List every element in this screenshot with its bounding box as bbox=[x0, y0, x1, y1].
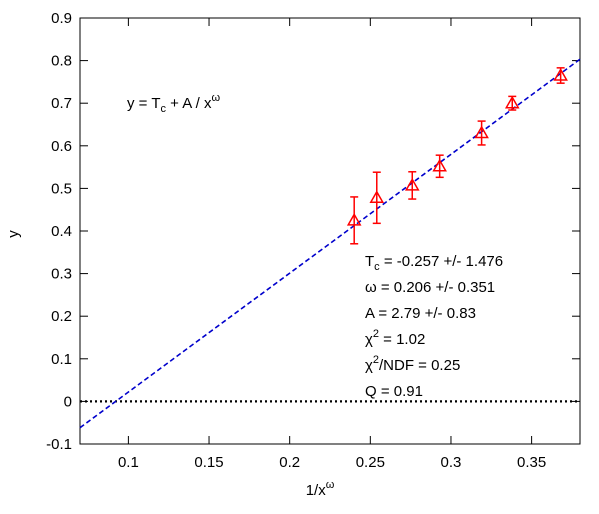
data-points bbox=[346, 67, 568, 245]
triangle-marker bbox=[504, 95, 520, 109]
fit-chi2-ndf: χ2/NDF = 0.25 bbox=[365, 354, 460, 374]
y-tick-label: 0.5 bbox=[51, 180, 72, 197]
y-tick-label: 0.4 bbox=[51, 223, 72, 240]
x-tick-label: 0.3 bbox=[441, 454, 462, 471]
x-tick-label: 0.2 bbox=[279, 454, 300, 471]
y-tick-label: -0.1 bbox=[46, 436, 72, 453]
x-tick-label: 0.25 bbox=[356, 454, 385, 471]
triangle-marker bbox=[432, 158, 447, 172]
y-tick-label: 0.2 bbox=[51, 308, 72, 325]
data-point bbox=[553, 67, 568, 84]
y-axis-label: y bbox=[5, 230, 22, 238]
data-point bbox=[474, 120, 489, 146]
y-tick-label: 0 bbox=[64, 393, 72, 410]
x-tick-label: 0.35 bbox=[517, 454, 546, 471]
fit-a: A = 2.79 +/- 0.83 bbox=[365, 305, 476, 322]
data-point bbox=[504, 95, 520, 111]
y-tick-label: 0.3 bbox=[51, 266, 72, 283]
fit-results: Tc = -0.257 +/- 1.476 ω = 0.206 +/- 0.35… bbox=[365, 253, 503, 400]
x-axis-label: 1/xω bbox=[306, 479, 335, 499]
y-tick-label: 0.1 bbox=[51, 351, 72, 368]
formula-annotation: y = Tc + A / xω bbox=[127, 92, 220, 115]
fit-line bbox=[79, 58, 581, 429]
triangle-marker bbox=[553, 67, 568, 81]
triangle-marker bbox=[404, 177, 420, 191]
plot-area bbox=[79, 17, 581, 445]
fit-q: Q = 0.91 bbox=[365, 383, 423, 400]
fit-line-path bbox=[79, 58, 581, 429]
x-tick-label: 0.15 bbox=[194, 454, 223, 471]
data-point bbox=[404, 171, 420, 200]
data-point bbox=[346, 196, 362, 245]
y-tick-label: 0.8 bbox=[51, 53, 72, 70]
data-point bbox=[369, 171, 385, 225]
triangle-marker bbox=[474, 125, 489, 139]
fit-chi2: χ2 = 1.02 bbox=[365, 328, 425, 348]
y-tick-label: 0.7 bbox=[51, 95, 72, 112]
triangle-marker bbox=[369, 190, 385, 204]
fit-omega: ω = 0.206 +/- 0.351 bbox=[365, 279, 495, 296]
ticks: 0.1 0.15 0.2 0.25 0.3 0.35 -0.1 0 0.1 0.2 0.3 0.4 0.… bbox=[46, 10, 580, 471]
data-point bbox=[432, 154, 447, 179]
x-tick-label: 0.1 bbox=[118, 454, 139, 471]
y-tick-label: 0.9 bbox=[51, 10, 72, 27]
y-tick-label: 0.6 bbox=[51, 138, 72, 155]
fit-tc: Tc = -0.257 +/- 1.476 bbox=[365, 253, 503, 273]
triangle-marker bbox=[346, 212, 362, 226]
